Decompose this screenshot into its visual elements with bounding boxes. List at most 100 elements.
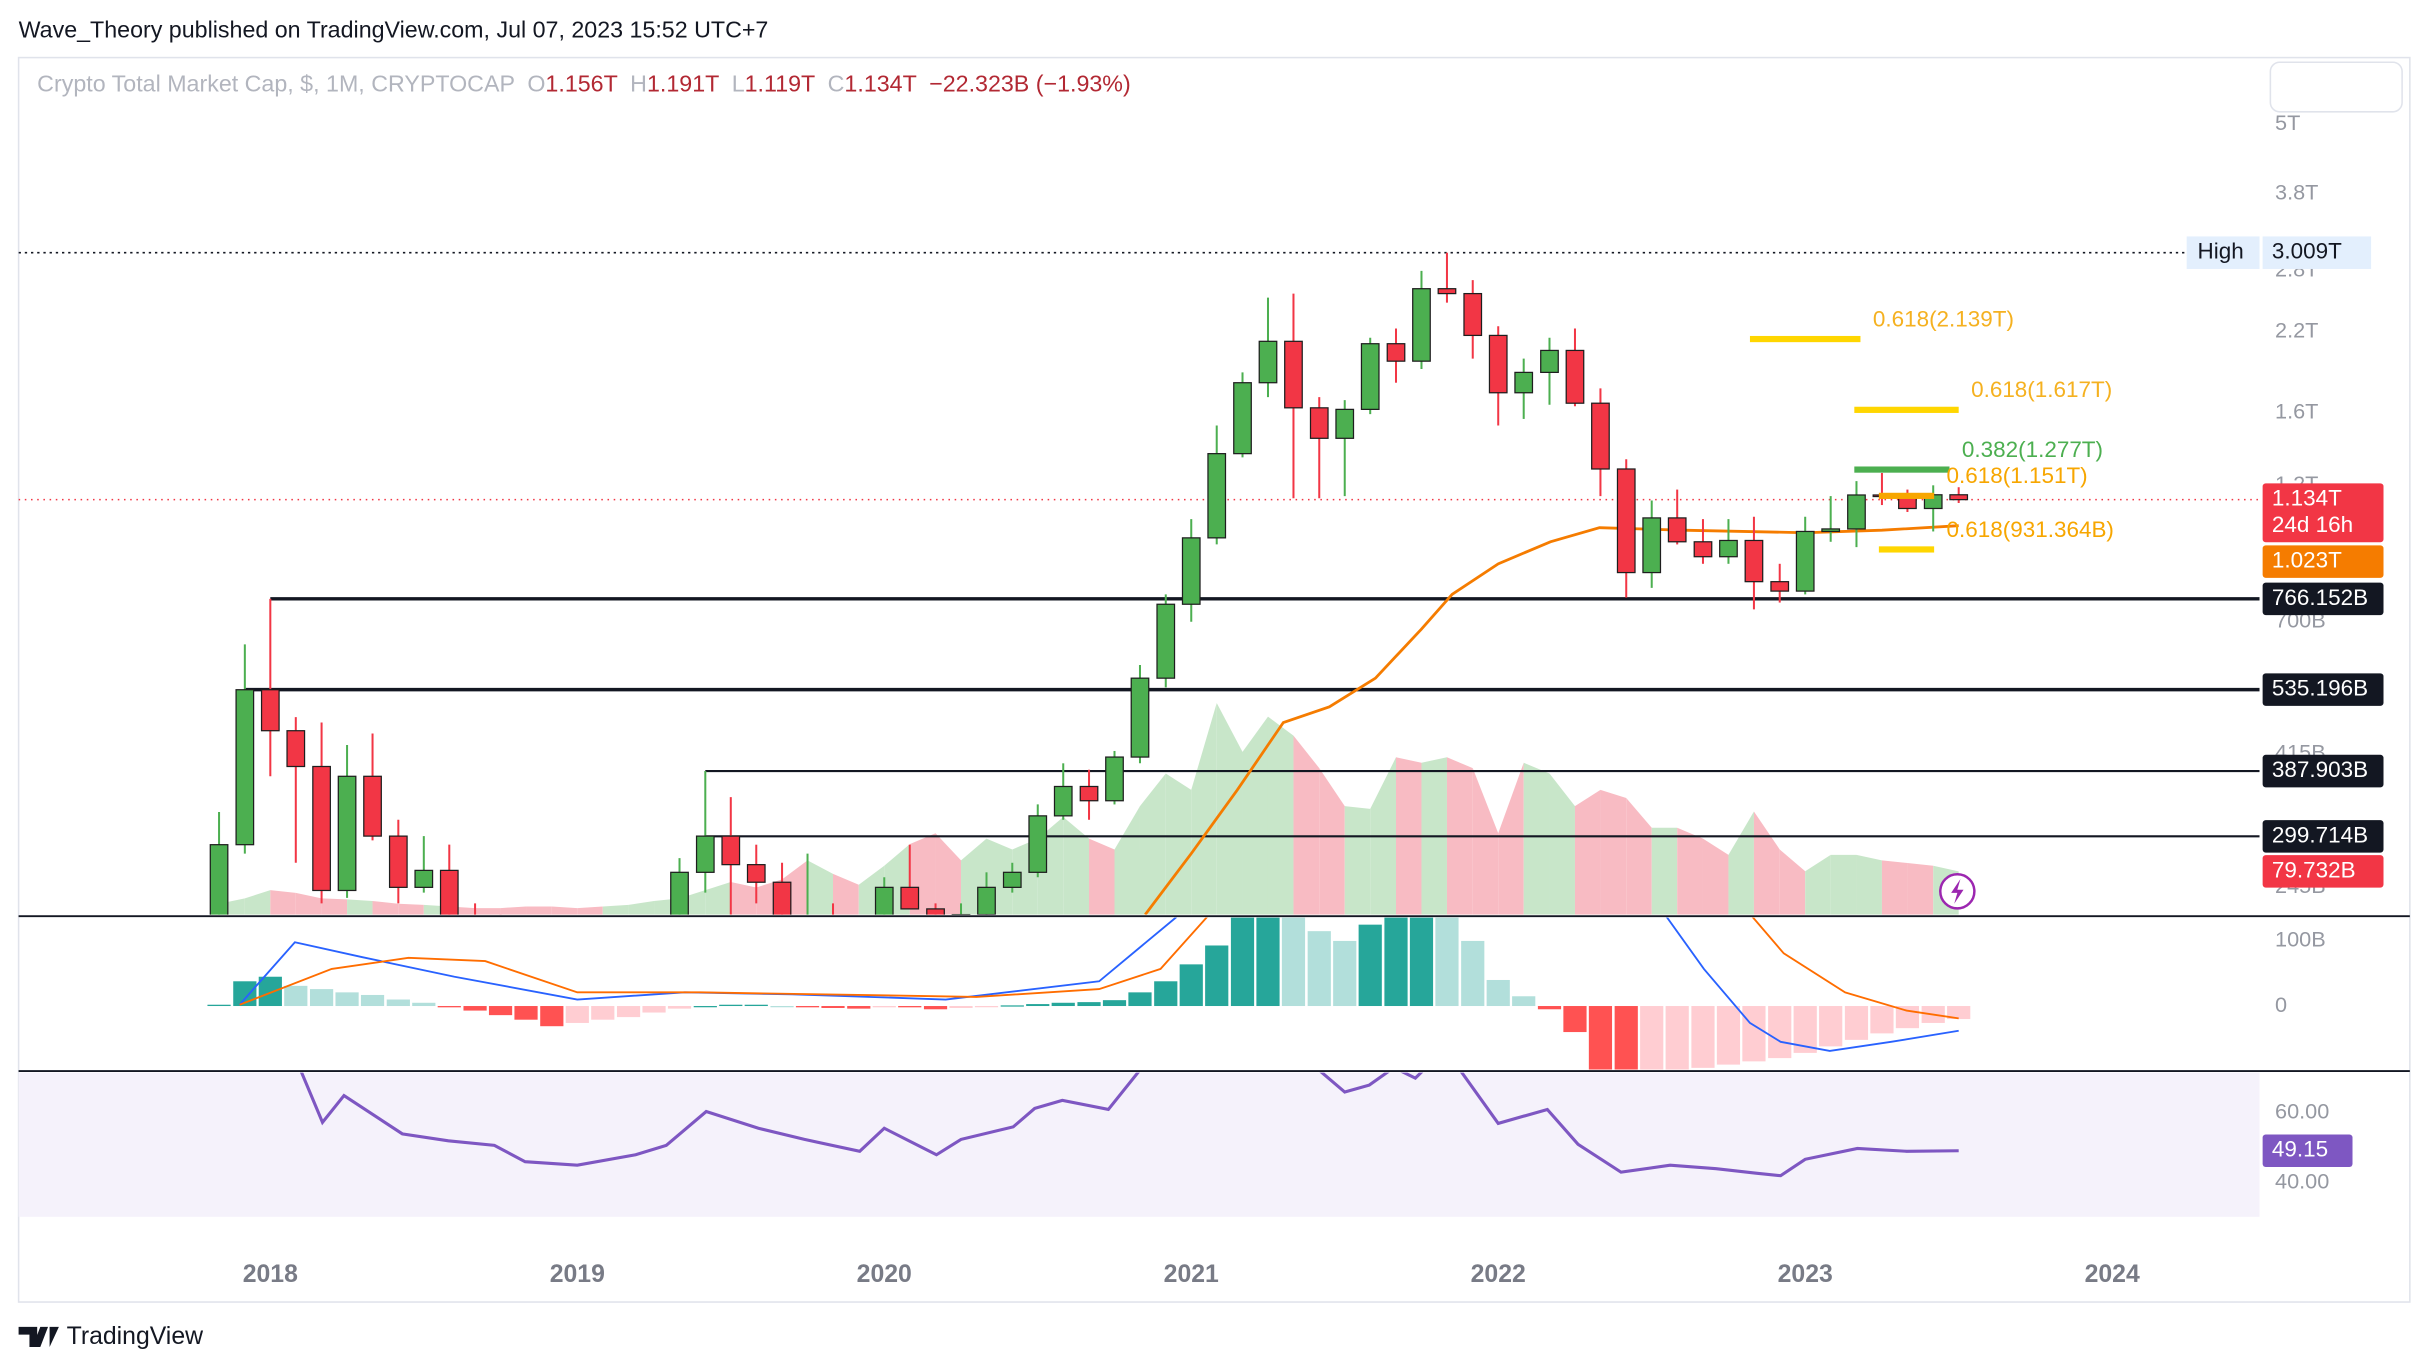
footer-brand: TradingView bbox=[67, 1323, 203, 1350]
volume-area bbox=[1830, 854, 1857, 915]
volume-area bbox=[1856, 854, 1882, 915]
candle-body bbox=[1412, 288, 1431, 362]
candle-body bbox=[209, 844, 229, 915]
candle-body bbox=[260, 689, 280, 732]
y-tick-label: 100B bbox=[2275, 927, 2326, 952]
candle-body bbox=[977, 886, 996, 915]
volume-area bbox=[295, 892, 322, 915]
legend-symbol: Crypto Total Market Cap, $, 1M, CRYPTOCA… bbox=[37, 71, 515, 97]
y-tick-label: 3.8T bbox=[2275, 179, 2318, 204]
legend-key: C bbox=[828, 71, 845, 97]
macd-histogram bbox=[923, 1006, 948, 1010]
volume-area bbox=[1242, 716, 1268, 915]
axis-label: 79.732B bbox=[2272, 857, 2356, 882]
volume-area bbox=[1472, 768, 1499, 915]
rsi-line bbox=[299, 1072, 1959, 1178]
candle-body bbox=[1028, 815, 1048, 873]
macd-histogram bbox=[642, 1006, 666, 1013]
macd-histogram bbox=[463, 1006, 487, 1011]
high-value-box bbox=[2262, 236, 2372, 269]
y-tick-label: 2.2T bbox=[2275, 318, 2318, 343]
fib-level bbox=[1749, 335, 1861, 343]
candle-body bbox=[1309, 407, 1329, 439]
macd-histogram bbox=[1000, 1005, 1024, 1007]
candle-body bbox=[772, 881, 792, 915]
candle-body bbox=[670, 871, 689, 915]
alert-icon[interactable] bbox=[1939, 873, 1976, 910]
volume-area bbox=[1626, 797, 1652, 915]
macd-histogram bbox=[309, 989, 334, 1007]
x-tick-label: 2021 bbox=[1164, 1261, 1219, 1288]
candle-body bbox=[900, 886, 920, 910]
macd-histogram bbox=[284, 985, 308, 1007]
search-box[interactable] bbox=[2269, 61, 2403, 113]
volume-area bbox=[1139, 773, 1166, 915]
volume-area bbox=[1267, 716, 1294, 915]
axis-label: 535.196B bbox=[2272, 676, 2368, 701]
volume-area bbox=[1702, 838, 1729, 915]
macd-histogram bbox=[1358, 924, 1382, 1007]
macd-histogram bbox=[514, 1006, 538, 1020]
macd-histogram bbox=[1154, 981, 1178, 1007]
macd-histogram bbox=[770, 1006, 794, 1008]
candle-body bbox=[1053, 785, 1073, 817]
macd-histogram bbox=[1793, 1006, 1817, 1053]
high-value: 3.009T bbox=[2272, 239, 2342, 264]
macd-histogram bbox=[667, 1006, 692, 1009]
macd-histogram bbox=[437, 1006, 461, 1008]
candle-body bbox=[746, 864, 766, 883]
price-label: 1.134T bbox=[2272, 486, 2342, 511]
volume-area bbox=[1344, 806, 1371, 915]
legend-value: 1.134T bbox=[844, 71, 916, 97]
volume-area bbox=[705, 882, 731, 915]
x-tick-label: 2020 bbox=[857, 1261, 912, 1288]
macd-histogram bbox=[488, 1006, 513, 1016]
candle-body bbox=[1514, 371, 1534, 394]
macd-histogram bbox=[1947, 1006, 1971, 1020]
logo-mark bbox=[18, 1326, 59, 1347]
macd-histogram bbox=[693, 1006, 717, 1008]
macd-histogram bbox=[872, 1006, 896, 1008]
volume-area bbox=[1600, 789, 1627, 915]
volume-area bbox=[1523, 762, 1550, 915]
y-tick-label: 40.00 bbox=[2275, 1168, 2329, 1193]
candle-body bbox=[414, 869, 434, 888]
candle-body bbox=[1233, 382, 1252, 455]
macd-histogram bbox=[1128, 992, 1152, 1007]
candle-body bbox=[1079, 785, 1099, 802]
macd-histogram bbox=[1307, 931, 1331, 1007]
volume-area bbox=[270, 890, 296, 915]
macd-histogram bbox=[1870, 1006, 1894, 1034]
candle-body bbox=[1002, 871, 1022, 888]
volume-area bbox=[1191, 703, 1217, 915]
volume-area bbox=[1216, 703, 1243, 915]
axis-label-box bbox=[2262, 820, 2384, 853]
macd-histogram bbox=[1537, 1006, 1562, 1010]
candle-body bbox=[1847, 494, 1866, 530]
candle-body bbox=[1591, 402, 1610, 470]
volume-area bbox=[730, 882, 757, 915]
volume-area bbox=[475, 908, 501, 915]
volume-area bbox=[602, 904, 629, 915]
x-tick-label: 2018 bbox=[243, 1261, 298, 1288]
legend-value: 1.191T bbox=[647, 71, 719, 97]
macd-histogram bbox=[1077, 1002, 1101, 1007]
axis-label: 1.023T bbox=[2272, 548, 2342, 573]
x-tick-label: 2019 bbox=[550, 1261, 605, 1288]
volume-area bbox=[500, 906, 527, 915]
macd-line bbox=[238, 917, 1959, 1052]
candle-body bbox=[1821, 528, 1841, 533]
y-tick-label: 5T bbox=[2275, 110, 2300, 135]
candle-body bbox=[1130, 677, 1150, 758]
legend-key: L bbox=[732, 71, 745, 97]
macd-histogram bbox=[1768, 1006, 1792, 1059]
alert-bolt[interactable] bbox=[1951, 878, 1964, 904]
high-name-box bbox=[2186, 236, 2260, 269]
macd-histogram bbox=[1844, 1006, 1869, 1040]
legend-key: H bbox=[630, 71, 647, 97]
macd-histogram bbox=[360, 994, 385, 1007]
rsi-background bbox=[18, 1072, 2260, 1217]
candle-body bbox=[1693, 541, 1713, 558]
fib-level bbox=[1854, 406, 1959, 413]
